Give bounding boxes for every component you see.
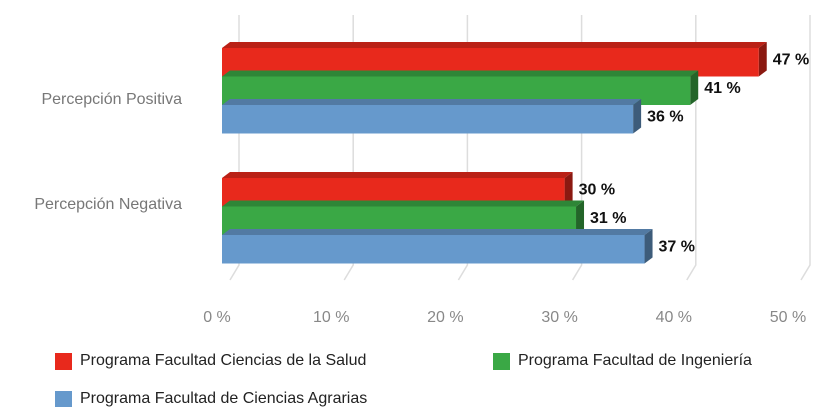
bar-top <box>222 42 767 48</box>
x-tick-label: 0 % <box>203 309 231 326</box>
legend-label: Programa Facultad de Ingeniería <box>518 352 752 369</box>
bar-side <box>564 172 573 207</box>
x-tick-label: 20 % <box>427 309 463 326</box>
bar-side <box>633 99 642 134</box>
bar-top <box>222 99 642 105</box>
bar-side <box>576 200 585 235</box>
x-tick-label: 30 % <box>541 309 577 326</box>
x-tick-label: 10 % <box>313 309 349 326</box>
bar <box>222 105 634 134</box>
bar-top <box>222 229 653 235</box>
value-label: 36 % <box>647 108 683 125</box>
value-label: 31 % <box>590 210 626 227</box>
x-tick-label: 50 % <box>770 309 806 326</box>
bar-side <box>644 229 653 264</box>
legend-label: Programa Facultad Ciencias de la Salud <box>80 352 366 369</box>
bar <box>222 235 645 264</box>
bar-side <box>758 42 767 77</box>
bar-top <box>222 200 585 207</box>
value-label: 37 % <box>659 238 695 255</box>
x-tick-label: 40 % <box>656 309 692 326</box>
value-label: 47 % <box>773 51 809 68</box>
bar-top <box>222 172 573 178</box>
y-tick-label: Percepción Positiva <box>41 91 182 108</box>
legend-swatch <box>55 391 72 407</box>
value-label: 41 % <box>704 80 740 97</box>
bar-top <box>222 70 699 77</box>
grid-line <box>800 15 811 281</box>
value-label: 30 % <box>579 181 615 198</box>
legend-swatch <box>493 353 510 370</box>
legend-label: Programa Facultad de Ciencias Agrarias <box>80 390 367 407</box>
y-tick-label: Percepción Negativa <box>34 196 182 213</box>
legend-swatch <box>55 353 72 370</box>
bar-side <box>690 70 699 105</box>
